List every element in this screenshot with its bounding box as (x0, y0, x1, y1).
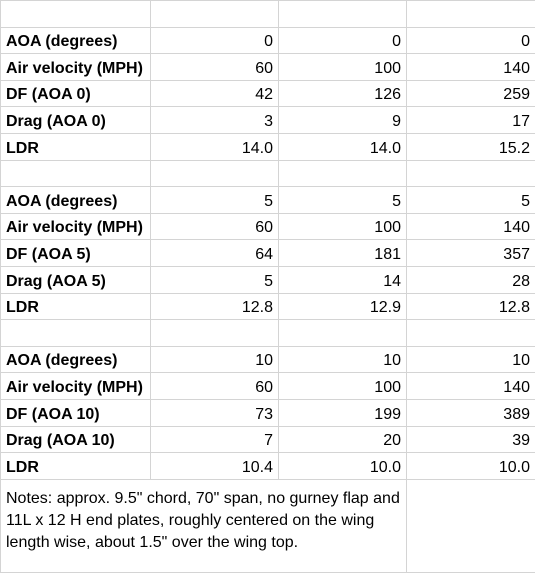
value-cell[interactable]: 140 (406, 53, 535, 81)
value-cell[interactable]: 39 (406, 425, 535, 454)
cell[interactable] (0, 0, 151, 28)
empty-row (0, 0, 535, 28)
cell[interactable] (406, 0, 535, 28)
table-row: Air velocity (MPH) 60 100 140 (0, 372, 535, 400)
value-cell[interactable]: 9 (278, 106, 407, 134)
value-cell[interactable]: 5 (150, 186, 279, 214)
table-row: Drag (AOA 5) 5 14 28 (0, 265, 535, 294)
notes-cell[interactable]: Notes: approx. 9.5" chord, 70" span, no … (0, 478, 407, 573)
value-cell[interactable]: 181 (278, 239, 407, 267)
value-cell[interactable]: 0 (406, 26, 535, 55)
value-cell[interactable]: 10.0 (406, 452, 535, 480)
value-cell[interactable]: 14 (278, 265, 407, 294)
value-cell[interactable]: 20 (278, 425, 407, 454)
value-cell[interactable]: 12.8 (406, 292, 535, 321)
value-cell[interactable]: 100 (278, 372, 407, 400)
table-row: Drag (AOA 10) 7 20 39 (0, 425, 535, 454)
value-cell[interactable]: 15.2 (406, 132, 535, 161)
row-label-cell[interactable]: DF (AOA 10) (0, 398, 151, 427)
cell[interactable] (0, 159, 151, 188)
value-cell[interactable]: 42 (150, 79, 279, 108)
value-cell[interactable]: 5 (278, 186, 407, 214)
row-label-cell[interactable]: DF (AOA 5) (0, 239, 151, 267)
value-cell[interactable]: 389 (406, 398, 535, 427)
value-cell[interactable]: 100 (278, 212, 407, 241)
value-cell[interactable]: 10 (278, 345, 407, 374)
value-cell[interactable]: 28 (406, 265, 535, 294)
value-cell[interactable]: 140 (406, 212, 535, 241)
value-cell[interactable]: 10 (150, 345, 279, 374)
row-label-cell[interactable]: LDR (0, 132, 151, 161)
empty-row (0, 319, 535, 347)
cell[interactable] (278, 0, 407, 28)
value-cell[interactable]: 60 (150, 212, 279, 241)
table-row: AOA (degrees) 10 10 10 (0, 345, 535, 374)
table-row: DF (AOA 10) 73 199 389 (0, 398, 535, 427)
table-row: DF (AOA 5) 64 181 357 (0, 239, 535, 267)
table-row: Air velocity (MPH) 60 100 140 (0, 212, 535, 241)
row-label-cell[interactable]: Drag (AOA 10) (0, 425, 151, 454)
table-row: DF (AOA 0) 42 126 259 (0, 79, 535, 108)
row-label-cell[interactable]: LDR (0, 292, 151, 321)
value-cell[interactable]: 14.0 (150, 132, 279, 161)
table-row: LDR 12.8 12.9 12.8 (0, 292, 535, 321)
row-label-cell[interactable]: AOA (degrees) (0, 26, 151, 55)
row-label-cell[interactable]: Drag (AOA 0) (0, 106, 151, 134)
table-row: AOA (degrees) 5 5 5 (0, 186, 535, 214)
value-cell[interactable]: 73 (150, 398, 279, 427)
value-cell[interactable]: 357 (406, 239, 535, 267)
value-cell[interactable]: 14.0 (278, 132, 407, 161)
cell[interactable] (150, 159, 279, 188)
table-row: Air velocity (MPH) 60 100 140 (0, 53, 535, 81)
cell[interactable] (406, 319, 535, 347)
value-cell[interactable]: 5 (406, 186, 535, 214)
value-cell[interactable]: 126 (278, 79, 407, 108)
row-label-cell[interactable]: DF (AOA 0) (0, 79, 151, 108)
table-row: AOA (degrees) 0 0 0 (0, 26, 535, 55)
value-cell[interactable]: 60 (150, 53, 279, 81)
value-cell[interactable]: 0 (278, 26, 407, 55)
row-label-cell[interactable]: Air velocity (MPH) (0, 212, 151, 241)
cell[interactable] (406, 159, 535, 188)
value-cell[interactable]: 10.0 (278, 452, 407, 480)
row-label-cell[interactable]: Air velocity (MPH) (0, 53, 151, 81)
row-label-cell[interactable]: AOA (degrees) (0, 186, 151, 214)
value-cell[interactable]: 10 (406, 345, 535, 374)
value-cell[interactable]: 3 (150, 106, 279, 134)
table-row: LDR 14.0 14.0 15.2 (0, 132, 535, 161)
row-label-cell[interactable]: Drag (AOA 5) (0, 265, 151, 294)
value-cell[interactable]: 199 (278, 398, 407, 427)
cell[interactable] (278, 319, 407, 347)
value-cell[interactable]: 100 (278, 53, 407, 81)
value-cell[interactable]: 12.9 (278, 292, 407, 321)
value-cell[interactable]: 5 (150, 265, 279, 294)
value-cell[interactable]: 140 (406, 372, 535, 400)
table-row: LDR 10.4 10.0 10.0 (0, 452, 535, 480)
cell[interactable] (0, 319, 151, 347)
value-cell[interactable]: 60 (150, 372, 279, 400)
empty-row (0, 159, 535, 188)
cell[interactable] (150, 319, 279, 347)
cell[interactable] (150, 0, 279, 28)
notes-row: Notes: approx. 9.5" chord, 70" span, no … (0, 478, 535, 573)
value-cell[interactable]: 64 (150, 239, 279, 267)
row-label-cell[interactable]: Air velocity (MPH) (0, 372, 151, 400)
value-cell[interactable]: 12.8 (150, 292, 279, 321)
cell[interactable] (406, 478, 535, 573)
row-label-cell[interactable]: AOA (degrees) (0, 345, 151, 374)
value-cell[interactable]: 10.4 (150, 452, 279, 480)
value-cell[interactable]: 259 (406, 79, 535, 108)
value-cell[interactable]: 7 (150, 425, 279, 454)
cell[interactable] (278, 159, 407, 188)
value-cell[interactable]: 0 (150, 26, 279, 55)
value-cell[interactable]: 17 (406, 106, 535, 134)
table-row: Drag (AOA 0) 3 9 17 (0, 106, 535, 134)
row-label-cell[interactable]: LDR (0, 452, 151, 480)
